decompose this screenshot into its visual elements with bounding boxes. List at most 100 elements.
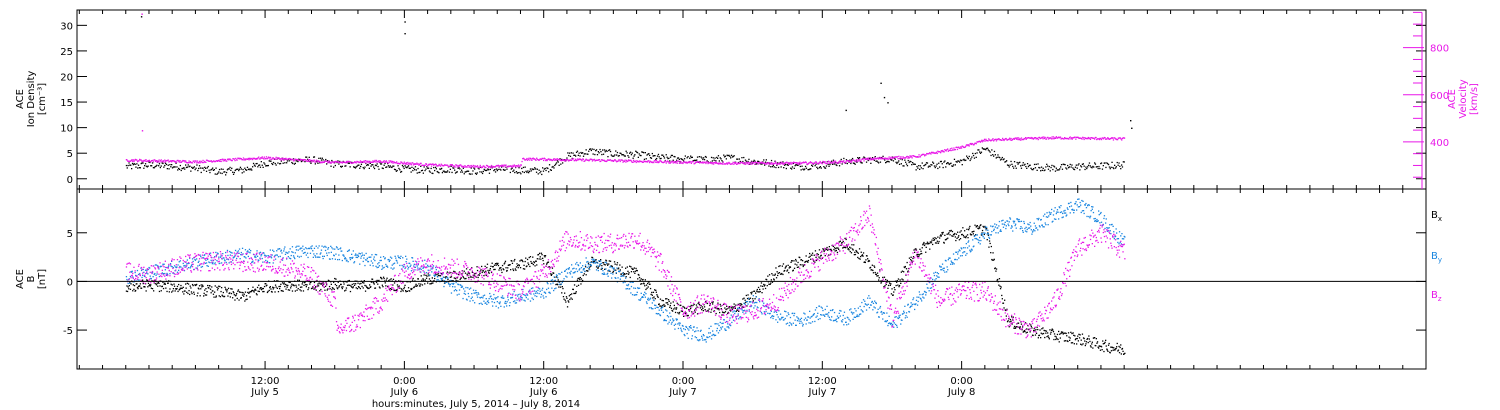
data-point: [1101, 349, 1103, 351]
data-point: [1029, 164, 1031, 166]
data-point: [934, 166, 936, 169]
data-point: [481, 265, 483, 268]
data-point: [473, 167, 475, 169]
data-point: [810, 258, 812, 260]
data-point: [236, 292, 238, 295]
data-point: [197, 265, 199, 267]
data-point: [345, 162, 347, 164]
data-point: [1076, 337, 1078, 340]
data-point: [250, 157, 252, 160]
data-point: [1122, 137, 1124, 139]
data-point: [973, 157, 976, 159]
data-point: [413, 163, 415, 165]
data-point: [723, 156, 726, 158]
data-point: [282, 290, 284, 292]
data-point: [245, 295, 248, 297]
data-point: [287, 158, 289, 160]
data-point: [949, 163, 951, 165]
data-point: [974, 142, 977, 144]
data-point: [1034, 167, 1037, 169]
data-point: [316, 161, 318, 163]
data-point: [813, 260, 815, 262]
data-point: [698, 156, 700, 158]
data-point: [849, 246, 851, 248]
data-point: [391, 257, 393, 259]
data-point: [997, 138, 1000, 140]
data-point: [612, 159, 614, 162]
data-point: [396, 289, 398, 291]
data-point: [216, 160, 218, 162]
data-point: [432, 172, 434, 175]
data-point: [675, 308, 677, 310]
data-point: [267, 290, 269, 293]
data-point: [152, 159, 154, 162]
data-point: [333, 162, 335, 164]
data-point: [362, 260, 364, 263]
data-point: [874, 271, 876, 274]
data-point: [360, 161, 362, 164]
data-point: [509, 264, 511, 266]
data-point: [212, 161, 214, 163]
data-point: [330, 162, 332, 164]
data-point: [311, 160, 313, 162]
data-point: [889, 284, 891, 286]
data-point: [647, 160, 649, 162]
data-point: [258, 259, 260, 261]
data-point: [678, 162, 681, 164]
data-point: [860, 251, 862, 253]
data-point: [666, 156, 668, 158]
data-point: [422, 278, 424, 280]
data-point: [393, 161, 396, 164]
data-point: [843, 157, 845, 160]
data-point: [389, 288, 392, 290]
data-point: [625, 161, 627, 163]
data-point: [249, 169, 251, 171]
data-point: [419, 163, 421, 165]
data-point: [1027, 137, 1030, 139]
data-point: [271, 254, 273, 256]
data-point: [885, 157, 887, 160]
data-point: [258, 290, 260, 293]
data-point: [963, 146, 965, 148]
data-point: [750, 161, 752, 163]
data-point: [432, 282, 434, 284]
data-point: [427, 264, 429, 266]
data-point: [483, 271, 486, 273]
data-point: [1110, 138, 1112, 140]
data-point: [387, 266, 389, 268]
data-point: [292, 255, 295, 257]
data-point: [754, 298, 756, 300]
data-point: [486, 303, 488, 305]
data-point: [627, 155, 629, 157]
data-point: [802, 260, 804, 262]
data-point: [406, 258, 408, 260]
data-point: [276, 158, 278, 160]
data-point: [637, 278, 639, 280]
data-point: [200, 160, 202, 162]
data-point: [1024, 138, 1026, 140]
data-point: [623, 160, 626, 163]
data-point: [135, 274, 137, 277]
data-point: [785, 265, 787, 267]
data-point: [511, 167, 513, 169]
data-point: [380, 163, 382, 165]
data-point: [222, 168, 224, 170]
data-point: [996, 138, 998, 140]
data-point: [229, 158, 231, 160]
data-point: [884, 158, 886, 160]
data-point: [163, 161, 165, 163]
data-point: [992, 252, 994, 254]
data-point: [190, 287, 192, 289]
data-point: [428, 164, 431, 166]
data-point: [1076, 343, 1078, 345]
data-point: [1075, 138, 1077, 140]
data-point: [817, 253, 819, 256]
data-point: [259, 288, 261, 290]
data-point: [909, 264, 911, 266]
data-point: [1110, 137, 1112, 139]
data-point: [578, 277, 580, 279]
data-point: [937, 167, 939, 170]
data-point: [233, 292, 235, 294]
data-point: [702, 158, 704, 161]
